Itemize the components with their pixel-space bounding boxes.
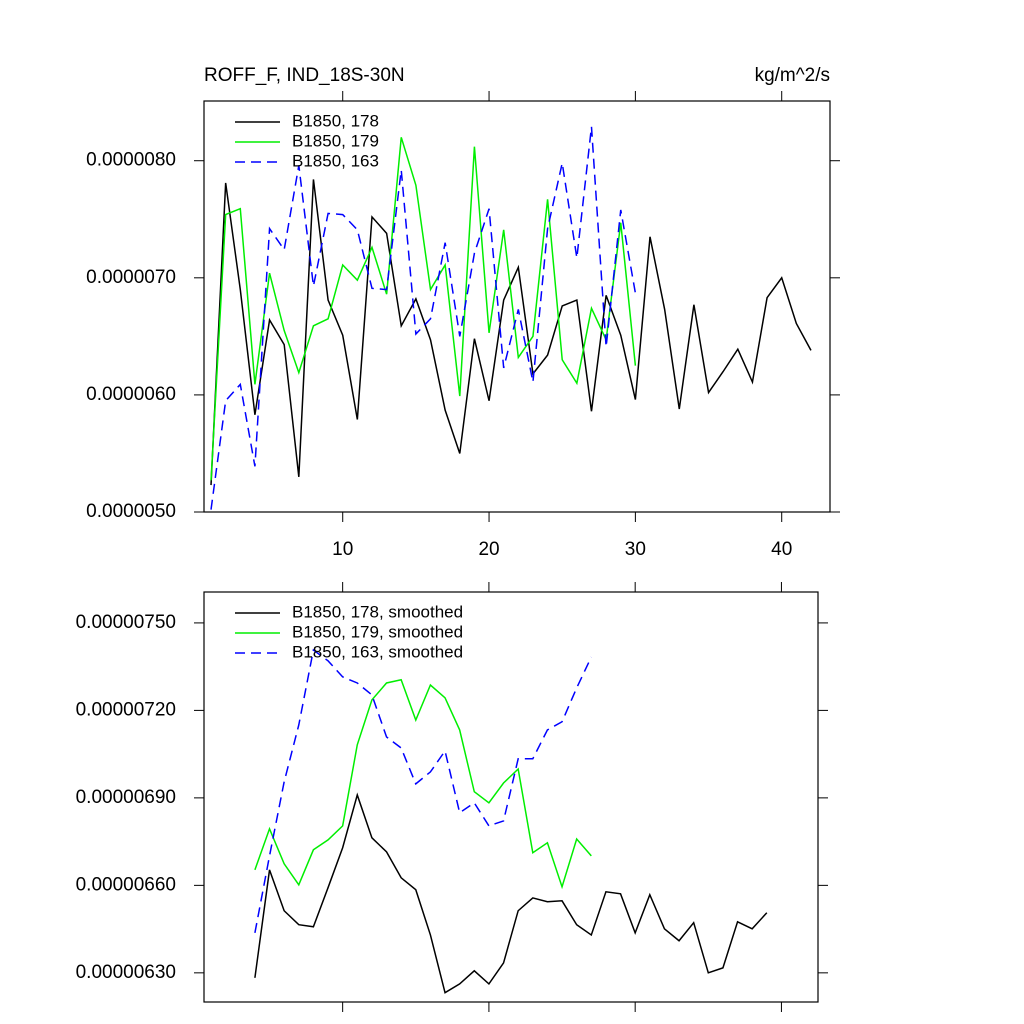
legend-label: B1850, 179, smoothed [292,622,463,641]
y-tick-label: 0.00000690 [76,787,176,808]
y-tick-label: 0.00000630 [76,962,176,983]
legend-label: B1850, 163 [292,151,379,170]
units-label: kg/m^2/s [755,65,830,86]
plot-frame [203,591,819,1003]
y-tick-label: 0.00000750 [76,612,176,633]
series-line [254,678,592,890]
x-tick-label: 20 [478,539,499,560]
y-tick-label: 0.0000070 [86,267,176,288]
y-tick-label: 0.0000060 [86,384,176,405]
series-line [210,179,812,486]
series-line [210,137,637,481]
legend-label: B1850, 163, smoothed [292,642,463,661]
y-tick-label: 0.00000660 [76,874,176,895]
legend-label: B1850, 179 [292,131,379,150]
x-tick-label: 40 [771,539,792,560]
legend-label: B1850, 178, smoothed [292,602,463,621]
y-tick-label: 0.0000080 [86,150,176,171]
series-line [254,648,592,934]
y-tick-label: 0.00000720 [76,699,176,720]
legend-label: B1850, 178 [292,111,379,130]
series-line [254,792,768,994]
chart-title: ROFF_F, IND_18S-30N [204,65,405,86]
x-tick-label: 10 [332,539,353,560]
plot-frame [203,100,831,513]
x-tick-label: 30 [625,539,646,560]
y-tick-label: 0.0000050 [86,501,176,522]
